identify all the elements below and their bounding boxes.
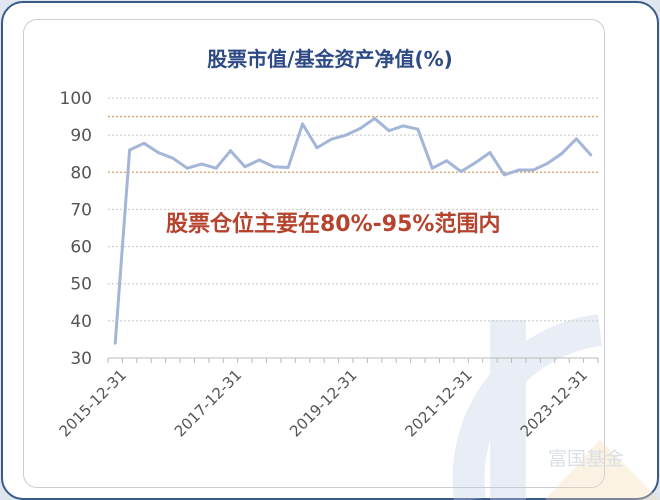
data-point — [142, 141, 146, 145]
data-point — [560, 151, 564, 155]
data-point — [546, 161, 550, 165]
y-tick-label: 50 — [70, 275, 92, 295]
data-point — [329, 137, 333, 141]
data-point — [474, 161, 477, 165]
data-point — [286, 165, 290, 169]
data-point — [517, 168, 521, 172]
watermark-text: 富国基金 — [548, 448, 624, 470]
x-tick-label: 2019-12-31 — [286, 366, 360, 440]
y-tick-label: 60 — [70, 238, 92, 258]
data-point — [488, 151, 492, 155]
data-point — [574, 137, 578, 141]
y-tick-label: 40 — [70, 312, 92, 332]
data-point — [445, 159, 449, 163]
data-point — [128, 148, 132, 152]
data-point — [301, 122, 305, 126]
data-point — [200, 162, 204, 166]
data-point — [401, 124, 405, 128]
y-tick-label: 70 — [70, 200, 92, 220]
data-point — [272, 165, 276, 169]
watermark-logo: 富国基金 — [452, 314, 660, 500]
data-point — [358, 126, 362, 130]
data-point — [185, 166, 189, 170]
y-tick-label: 30 — [70, 349, 92, 369]
chart-title: 股票市值/基金资产净值(%) — [207, 47, 453, 71]
data-point — [531, 168, 535, 172]
data-point — [243, 165, 247, 169]
data-point — [502, 173, 506, 177]
data-point — [387, 129, 391, 133]
data-point — [373, 116, 377, 120]
data-point — [416, 127, 420, 131]
data-point — [113, 341, 117, 345]
chart-card — [23, 19, 605, 488]
data-point — [229, 149, 232, 153]
series-line — [113, 116, 592, 344]
y-tick-label: 80 — [70, 163, 92, 183]
data-point — [430, 166, 434, 170]
data-point — [589, 153, 593, 157]
data-point — [344, 133, 348, 137]
x-tick-label: 2017-12-31 — [171, 366, 245, 440]
data-point — [214, 166, 218, 170]
data-point — [315, 146, 319, 150]
data-point — [171, 156, 175, 160]
data-point — [257, 158, 261, 162]
annotation-text: 股票仓位主要在80%-95%范围内 — [166, 211, 500, 237]
data-point — [156, 151, 160, 155]
y-tick-label: 90 — [70, 126, 92, 146]
data-point — [459, 170, 463, 174]
x-tick-label: 2015-12-31 — [56, 366, 130, 440]
y-tick-label: 100 — [60, 89, 92, 109]
